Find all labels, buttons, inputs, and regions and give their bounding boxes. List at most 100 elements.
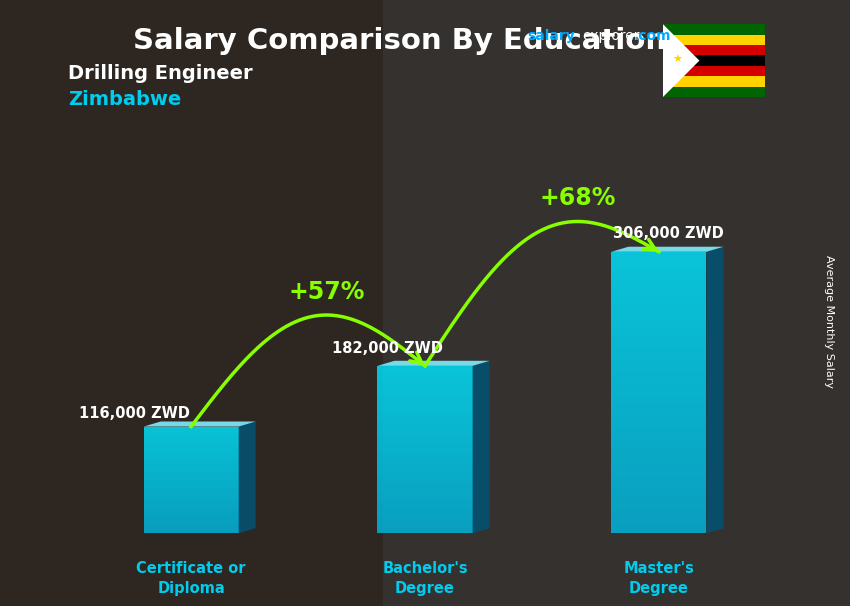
Polygon shape [611, 259, 706, 262]
Polygon shape [144, 521, 239, 522]
Polygon shape [377, 450, 473, 451]
Polygon shape [377, 393, 473, 395]
Polygon shape [611, 347, 706, 350]
Polygon shape [611, 294, 706, 298]
Polygon shape [144, 422, 256, 427]
Polygon shape [611, 308, 706, 311]
Text: explorer: explorer [582, 29, 640, 43]
Polygon shape [144, 439, 239, 440]
Polygon shape [144, 440, 239, 441]
Polygon shape [663, 66, 765, 76]
Polygon shape [611, 484, 706, 488]
Polygon shape [611, 396, 706, 399]
Polygon shape [377, 519, 473, 521]
Polygon shape [377, 399, 473, 401]
Polygon shape [611, 364, 706, 368]
Polygon shape [144, 508, 239, 509]
Polygon shape [144, 449, 239, 451]
Polygon shape [611, 251, 706, 255]
Polygon shape [611, 414, 706, 417]
Polygon shape [611, 456, 706, 459]
Polygon shape [144, 509, 239, 511]
Polygon shape [473, 361, 490, 533]
Polygon shape [144, 500, 239, 501]
Polygon shape [611, 329, 706, 333]
Polygon shape [377, 412, 473, 414]
Polygon shape [377, 405, 473, 408]
Polygon shape [377, 382, 473, 385]
Polygon shape [377, 468, 473, 470]
Polygon shape [663, 45, 765, 55]
Polygon shape [144, 472, 239, 473]
Polygon shape [144, 452, 239, 453]
Polygon shape [611, 505, 706, 508]
Polygon shape [611, 477, 706, 481]
Polygon shape [611, 417, 706, 421]
Polygon shape [144, 512, 239, 513]
Polygon shape [611, 375, 706, 379]
Polygon shape [144, 441, 239, 442]
Text: Certificate or
Diploma: Certificate or Diploma [136, 561, 246, 596]
Text: Drilling Engineer: Drilling Engineer [68, 64, 252, 82]
Polygon shape [663, 24, 765, 35]
Polygon shape [611, 298, 706, 301]
Polygon shape [377, 485, 473, 487]
Polygon shape [144, 505, 239, 507]
Polygon shape [377, 421, 473, 422]
Polygon shape [144, 489, 239, 491]
Polygon shape [144, 462, 239, 464]
Polygon shape [377, 489, 473, 491]
Polygon shape [144, 511, 239, 512]
Polygon shape [144, 516, 239, 518]
Polygon shape [377, 389, 473, 391]
Polygon shape [144, 445, 239, 447]
Polygon shape [144, 493, 239, 494]
Text: Average Monthly Salary: Average Monthly Salary [824, 255, 834, 388]
Polygon shape [144, 454, 239, 456]
Polygon shape [377, 395, 473, 398]
Polygon shape [144, 499, 239, 500]
Polygon shape [377, 443, 473, 445]
Polygon shape [377, 464, 473, 466]
Polygon shape [144, 480, 239, 481]
Polygon shape [377, 527, 473, 529]
Polygon shape [611, 379, 706, 382]
Polygon shape [377, 506, 473, 508]
Polygon shape [144, 432, 239, 433]
Polygon shape [611, 262, 706, 266]
Polygon shape [144, 514, 239, 516]
Polygon shape [611, 382, 706, 385]
Polygon shape [377, 460, 473, 462]
Text: 182,000 ZWD: 182,000 ZWD [332, 341, 443, 356]
Polygon shape [377, 445, 473, 447]
Polygon shape [377, 414, 473, 416]
Polygon shape [144, 481, 239, 482]
Polygon shape [611, 333, 706, 336]
Polygon shape [611, 389, 706, 393]
Polygon shape [144, 507, 239, 508]
Polygon shape [611, 399, 706, 403]
Polygon shape [377, 391, 473, 393]
Polygon shape [611, 385, 706, 389]
Polygon shape [377, 479, 473, 481]
Polygon shape [144, 460, 239, 461]
Polygon shape [144, 428, 239, 429]
Polygon shape [377, 404, 473, 405]
Polygon shape [144, 513, 239, 514]
Text: +68%: +68% [540, 186, 616, 210]
Polygon shape [144, 532, 239, 533]
Polygon shape [144, 474, 239, 476]
Polygon shape [377, 451, 473, 454]
Polygon shape [377, 431, 473, 433]
Polygon shape [611, 305, 706, 308]
Polygon shape [611, 336, 706, 340]
Polygon shape [144, 459, 239, 460]
Polygon shape [144, 487, 239, 488]
Polygon shape [611, 421, 706, 424]
Polygon shape [377, 387, 473, 389]
Polygon shape [377, 439, 473, 441]
Polygon shape [377, 370, 473, 372]
Polygon shape [377, 418, 473, 421]
Polygon shape [144, 501, 239, 502]
Polygon shape [377, 447, 473, 450]
